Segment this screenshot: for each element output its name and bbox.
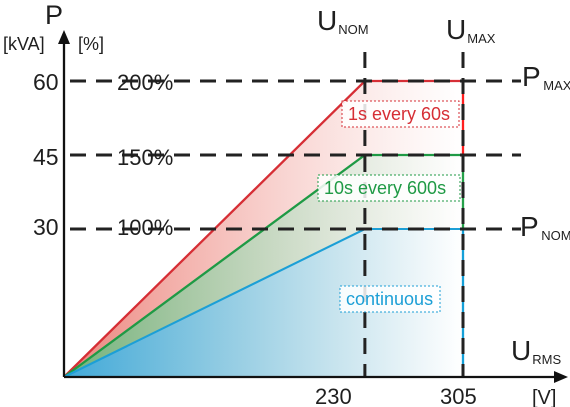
legend-box-1s-every-60s (341, 100, 460, 128)
top-label-umax-subscript: MAX (467, 31, 496, 46)
right-label-pnom-main: P (520, 211, 539, 242)
x-axis-unit: [V] (532, 387, 556, 407)
right-label-pmax-main: P (522, 61, 541, 92)
y-axis-label-main: P (45, 0, 63, 30)
tick-kva-30: 30 (33, 214, 59, 240)
y-axis-arrow-icon (58, 30, 70, 44)
y-axis-unit-kva: [kVA] (3, 34, 45, 54)
top-label-umax-main: U (446, 14, 466, 45)
top-label-unom: U NOM (317, 5, 369, 37)
tick-x-305: 305 (440, 384, 477, 407)
tick-kva-60: 60 (33, 69, 59, 95)
x-axis-arrow-icon (554, 371, 568, 383)
legend-box-continuous-label: continuous (346, 289, 433, 309)
top-label-unom-main: U (317, 5, 337, 36)
top-label-unom-subscript: NOM (338, 22, 368, 37)
tick-x-230: 230 (315, 384, 352, 407)
tick-kva-45: 45 (33, 144, 59, 170)
legend-box-continuous (339, 285, 441, 313)
legend-box-10s-every-600s-label: 10s every 600s (324, 178, 446, 198)
right-label-pnom-subscript: NOM (541, 228, 570, 243)
legend-box-10s-every-600s (317, 174, 461, 202)
series-area-continuous (64, 229, 463, 377)
right-label-pmax-subscript: MAX (543, 78, 570, 93)
x-axis-label-urms: U RMS (511, 335, 561, 367)
right-label-pnom: P NOM (520, 211, 570, 243)
x-axis-label-urms-main: U (511, 335, 531, 366)
right-label-pmax: P MAX (522, 61, 570, 93)
top-label-umax: U MAX (446, 14, 496, 46)
x-axis-label-urms-subscript: RMS (532, 352, 561, 367)
tick-percent-100: 100% (117, 215, 173, 240)
legend-box-1s-every-60s-label: 1s every 60s (348, 104, 450, 124)
tick-percent-200: 200% (117, 70, 173, 95)
y-axis-unit-percent: [%] (78, 34, 104, 54)
tick-percent-150: 150% (117, 145, 173, 170)
